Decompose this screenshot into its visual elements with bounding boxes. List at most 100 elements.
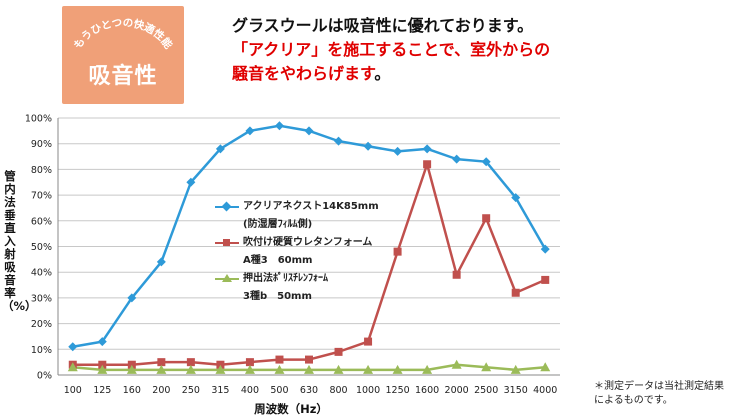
data-point-diamond [186,177,196,187]
x-tick-label: 400 [241,385,259,396]
legend-sub-2: A種3 60mm [243,255,313,266]
data-point-triangle [510,364,521,374]
x-tick-label: 630 [300,385,318,396]
data-point-diamond [245,126,255,136]
x-tick-label: 2000 [445,385,469,396]
y-tick-label: 20% [31,319,52,330]
chart-grid [57,117,560,376]
data-point-square [305,355,313,364]
data-point-square [334,347,343,356]
data-point-diamond [274,121,284,131]
data-point-square [186,358,195,367]
data-point-triangle [363,364,374,374]
y-tick-label: 80% [31,165,52,176]
data-point-triangle [126,364,137,374]
data-point-triangle [422,364,433,374]
data-point-square [482,214,491,223]
data-point-diamond [68,342,78,352]
legend-item-1: アクリアネクスト14K85mm [215,198,379,216]
legend-sub-1: (防湿層ﾌｨﾙﾑ側) [243,219,313,230]
badge-arc: もうひとつの快適性能 [72,17,176,52]
data-point-triangle [451,359,462,369]
data-point-triangle [304,364,314,374]
data-point-diamond [304,126,314,136]
data-point-diamond [511,193,521,203]
headline-line-1: グラスウールは吸音性に優れております。 [232,16,534,35]
x-tick-label: 100 [64,385,82,396]
x-tick-label: 250 [182,385,200,396]
data-point-diamond [97,337,107,347]
data-point-triangle [156,364,167,374]
data-point-triangle [67,362,78,372]
data-point-diamond [393,146,403,156]
data-point-square [423,160,432,169]
data-point-square [98,360,107,369]
legend-label-1: アクリアネクスト14K85mm [243,201,379,212]
y-tick-label: 0% [37,371,52,382]
x-tick-labels: 100 125 160 200 250 315 400 500 630 800 1000 1250 16… [64,385,558,396]
data-point-diamond [363,141,373,151]
data-point-square [275,355,284,364]
data-point-triangle [244,364,255,374]
x-tick-label: 200 [152,385,170,396]
x-tick-label: 800 [329,385,347,396]
data-point-triangle [540,362,551,372]
x-tick-label: 315 [211,385,229,396]
data-point-square [393,247,402,256]
data-point-square [127,360,136,369]
x-tick-label: 1250 [385,385,409,396]
data-point-triangle [215,364,226,374]
data-point-square [452,270,461,279]
legend-square-icon [223,239,230,246]
data-point-diamond [127,293,137,303]
data-point-diamond [540,244,550,254]
data-point-square [245,358,254,367]
y-tick-label: 90% [31,139,52,150]
x-tick-label: 2500 [474,385,498,396]
y-tick-labels: 0% 10% 20% 30% 40% 50% 60% 70% 80% 90% 100% [25,114,52,382]
x-tick-label: 500 [270,385,288,396]
headline-line-3-period: 。 [374,64,391,83]
data-point-triangle [97,364,108,374]
legend-label-2: 吹付け硬質ウレタンフォーム [243,237,373,248]
legend-sub-3: 3種b 50mm [243,291,312,302]
headline-line-3-text: 騒音をやわらげます [232,64,375,83]
data-point-diamond [481,157,491,167]
x-tick-label: 160 [123,385,141,396]
measurement-note: ＊測定データは当社測定結果によるものです。 [594,381,724,406]
data-point-square [364,337,373,346]
data-point-diamond [334,136,344,146]
legend-item-3: 押出法ﾎﾟﾘｽﾁﾚﾝﾌｫｰﾑ [215,270,379,288]
data-point-square [511,288,520,297]
y-tick-label: 100% [25,114,52,125]
data-point-diamond [215,144,225,154]
x-axis-label: 周波数（Hz） [254,402,328,416]
data-point-triangle [185,364,196,374]
legend-label-3: 押出法ﾎﾟﾘｽﾁﾚﾝﾌｫｰﾑ [243,273,328,284]
data-point-square [541,275,550,284]
legend-item-2: 吹付け硬質ウレタンフォーム [215,234,379,252]
y-tick-label: 40% [31,268,52,279]
data-point-diamond [422,144,432,154]
x-tick-label: 1600 [415,385,439,396]
data-point-diamond [156,257,166,267]
legend-diamond-icon [221,201,232,212]
y-tick-label: 70% [31,191,52,202]
headline-line-3: 騒音をやわらげます。 [232,62,602,86]
x-tick-label: 3150 [504,385,528,396]
chart-legend: アクリアネクスト14K85mm (防湿層ﾌｨﾙﾑ側) 吹付け硬質ウレタンフォーム… [215,198,379,306]
y-tick-label: 30% [31,293,52,304]
headline-line-2: 「アクリア」を施工することで、室外からの [232,40,551,59]
headline: グラスウールは吸音性に優れております。 「アクリア」を施工することで、室外からの… [232,14,602,86]
performance-badge: もうひとつの快適性能 吸音性 [62,6,184,104]
y-tick-label: 10% [31,345,52,356]
legend-triangle-icon [222,274,232,282]
data-point-triangle [333,364,344,374]
data-point-triangle [392,364,403,374]
x-tick-label: 4000 [533,385,557,396]
series-markers [67,121,551,374]
data-point-diamond [452,154,462,164]
x-tick-label: 1000 [356,385,380,396]
data-point-square [216,360,225,369]
